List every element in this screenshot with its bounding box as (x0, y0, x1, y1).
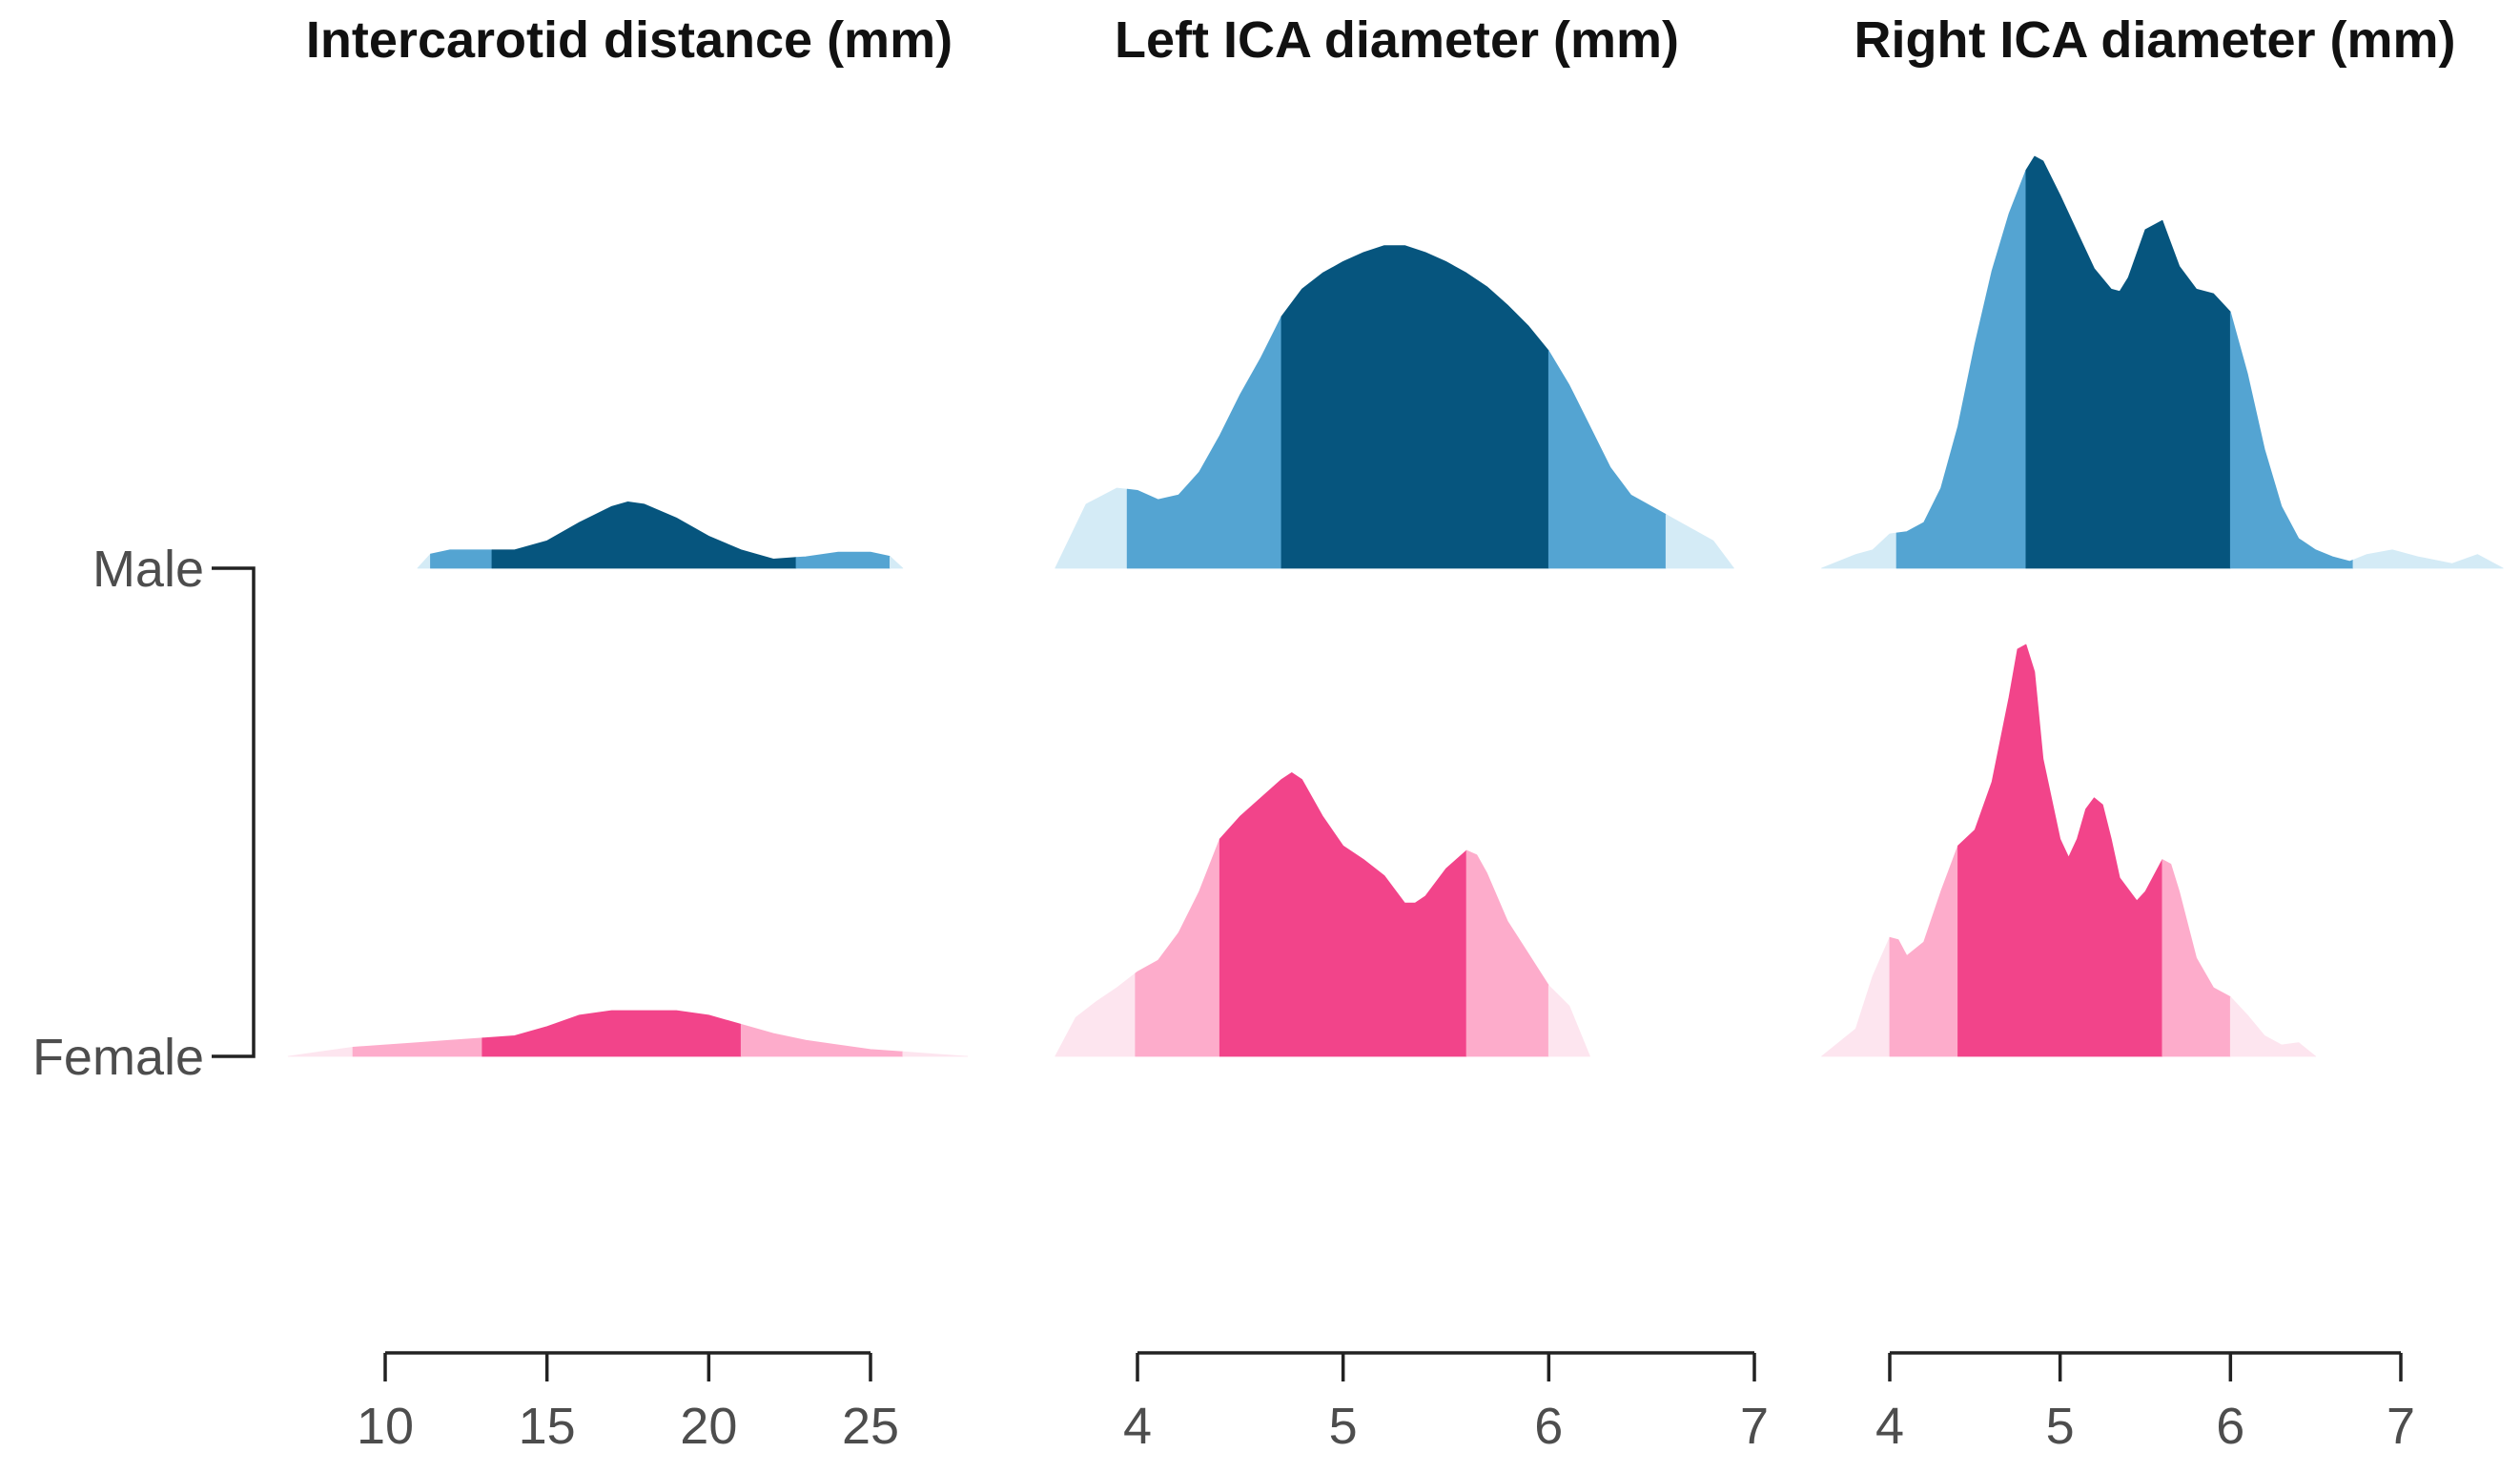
x-axes: 10 15 20 25 4 5 6 7 4 5 6 7 (357, 1351, 2415, 1455)
x-tick-label-p1-4: 4 (1123, 1398, 1152, 1455)
x-tick-label-p0-15: 15 (519, 1398, 576, 1455)
panel-title-intercarotid: Intercarotid distance (mm) (306, 11, 953, 69)
density-band-male-p1-outer-tail-0 (1055, 487, 1128, 569)
density-band-female-p2-outer-tail-4 (2229, 996, 2317, 1057)
x-tick-label-p0-10: 10 (357, 1398, 414, 1455)
density-band-male-p2-outer-tail-4 (2352, 549, 2504, 569)
density-band-male-p2-mid-tail-1 (1895, 170, 2027, 569)
x-tick-label-p1-5: 5 (1329, 1398, 1358, 1455)
density-band-female-p0-core-2 (481, 1010, 742, 1057)
x-tick-label-p1-7: 7 (1740, 1398, 1769, 1455)
density-band-female-p1-outer-tail-4 (1547, 985, 1590, 1057)
density-layer (287, 155, 2504, 1057)
density-band-female-p1-outer-tail-0 (1055, 972, 1137, 1057)
x-tick-label-p2-7: 7 (2387, 1398, 2415, 1455)
density-band-female-p1-mid-tail-3 (1465, 849, 1549, 1057)
x-tick-label-p1-6: 6 (1534, 1398, 1563, 1455)
density-band-male-p0-core-2 (491, 501, 797, 569)
density-band-female-p2-outer-tail-0 (1821, 936, 1891, 1057)
density-band-male-p2-mid-tail-3 (2229, 311, 2354, 569)
density-band-female-p2-core-2 (1957, 644, 2163, 1057)
x-tick-label-p0-25: 25 (842, 1398, 899, 1455)
panel-title-left-ica: Left ICA diameter (mm) (1115, 11, 1679, 69)
density-band-male-p0-outer-tail-4 (890, 556, 904, 569)
group-axis-line (212, 566, 256, 1058)
panel-title-right-ica: Right ICA diameter (mm) (1854, 11, 2455, 69)
group-label-female: Female (32, 1029, 204, 1086)
density-band-female-p1-core-2 (1219, 772, 1467, 1057)
density-band-male-p1-core-2 (1280, 245, 1549, 569)
density-band-male-p1-mid-tail-3 (1547, 350, 1667, 569)
density-band-male-p0-outer-tail-0 (417, 553, 431, 569)
x-tick-label-p2-6: 6 (2216, 1398, 2244, 1455)
density-band-male-p1-outer-tail-4 (1665, 514, 1734, 569)
density-band-female-p2-mid-tail-3 (2161, 859, 2231, 1057)
density-band-male-p2-core-2 (2025, 155, 2231, 569)
density-band-female-p1-mid-tail-1 (1135, 838, 1220, 1057)
density-band-female-p2-mid-tail-1 (1889, 845, 1958, 1057)
x-tick-label-p2-5: 5 (2046, 1398, 2075, 1455)
group-label-male: Male (92, 541, 204, 598)
density-band-male-p0-mid-tail-3 (795, 551, 891, 569)
group-axis: Male Female (32, 541, 256, 1086)
density-band-female-p0-outer-tail-0 (287, 1047, 354, 1057)
density-band-male-p1-mid-tail-1 (1126, 316, 1282, 569)
density-band-male-p2-outer-tail-0 (1821, 532, 1897, 569)
density-band-female-p0-mid-tail-3 (740, 1024, 904, 1057)
x-tick-label-p2-4: 4 (1875, 1398, 1904, 1455)
density-band-male-p0-mid-tail-1 (430, 549, 493, 569)
density-band-female-p0-outer-tail-4 (902, 1051, 969, 1057)
x-tick-label-p0-20: 20 (680, 1398, 737, 1455)
density-band-female-p0-mid-tail-1 (352, 1037, 483, 1057)
